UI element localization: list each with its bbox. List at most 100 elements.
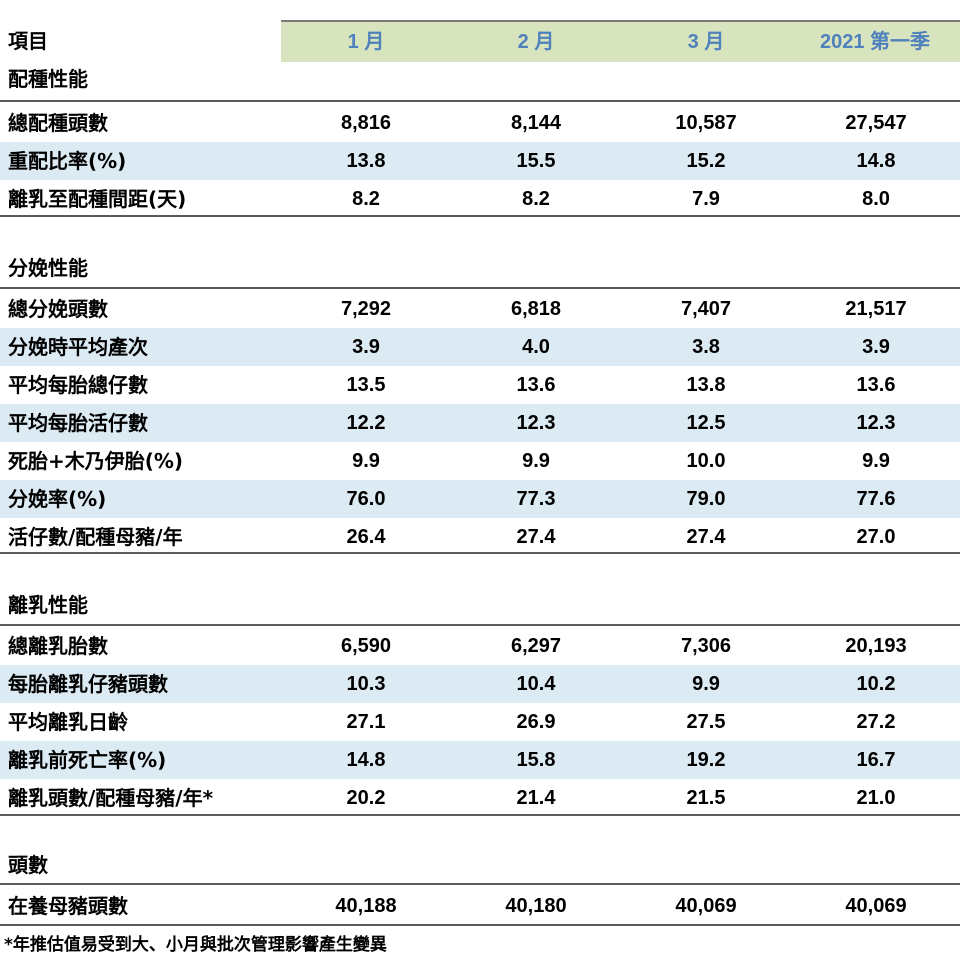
cell-value: 40,188 <box>335 895 397 917</box>
cell-value: 9.9 <box>522 450 550 472</box>
row-label: 總分娩頭數 <box>8 297 108 321</box>
cell-value: 13.6 <box>516 374 556 396</box>
divider <box>0 287 960 289</box>
cell-value: 8,816 <box>340 112 392 134</box>
row-label: 平均每胎活仔數 <box>8 411 148 435</box>
table-row: 分娩率(%) 76.0 77.3 79.0 77.6 <box>0 480 960 518</box>
cell-value: 13.8 <box>346 150 386 172</box>
table-row: 活仔數/配種母豬/年 26.4 27.4 27.4 27.0 <box>0 518 960 556</box>
cell-value: 19.2 <box>686 749 726 771</box>
cell-value: 6,297 <box>510 635 562 657</box>
cell-value: 8.2 <box>352 188 380 210</box>
row-label: 每胎離乳仔豬頭數 <box>8 672 168 696</box>
table-row: 平均每胎總仔數 13.5 13.6 13.8 13.6 <box>0 366 960 404</box>
cell-value: 10.2 <box>856 673 896 695</box>
row-label: 分娩時平均產次 <box>8 335 148 359</box>
row-label: 離乳頭數/配種母豬/年* <box>8 786 214 810</box>
cell-value: 6,590 <box>340 635 392 657</box>
cell-value: 79.0 <box>686 488 726 510</box>
cell-value: 27.5 <box>686 711 726 733</box>
cell-value: 20.2 <box>346 787 386 809</box>
table-row: 每胎離乳仔豬頭數 10.3 10.4 9.9 10.2 <box>0 665 960 703</box>
cell-value: 13.6 <box>856 374 896 396</box>
cell-value: 9.9 <box>692 673 720 695</box>
row-label: 分娩率(%) <box>8 487 107 511</box>
row-label: 離乳前死亡率(%) <box>8 748 167 772</box>
footnote: *年推估值易受到大、小月與批次管理影響產生變異 <box>4 935 387 955</box>
cell-value: 20,193 <box>845 635 907 657</box>
cell-value: 9.9 <box>352 450 380 472</box>
row-label: 平均離乳日齡 <box>8 710 128 734</box>
row-label: 重配比率(%) <box>8 149 127 173</box>
cell-value: 40,069 <box>845 895 907 917</box>
cell-value: 21.5 <box>686 787 726 809</box>
cell-value: 21.0 <box>856 787 896 809</box>
cell-value: 27.4 <box>686 526 726 548</box>
divider <box>0 100 960 102</box>
cell-value: 15.5 <box>516 150 556 172</box>
cell-value: 8,144 <box>510 112 562 134</box>
item-column-header: 項目 <box>8 29 48 53</box>
column-header-q1-2021: 2021 第一季 <box>819 31 931 53</box>
cell-value: 12.3 <box>516 412 556 434</box>
section-title-weaning: 離乳性能 <box>8 593 88 617</box>
cell-value: 12.5 <box>686 412 726 434</box>
section-title-breeding: 配種性能 <box>8 67 88 91</box>
cell-value: 77.6 <box>856 488 896 510</box>
table-row: 分娩時平均產次 3.9 4.0 3.8 3.9 <box>0 328 960 366</box>
cell-value: 26.9 <box>516 711 556 733</box>
cell-value: 13.5 <box>346 374 386 396</box>
cell-value: 21,517 <box>845 298 907 320</box>
cell-value: 7,292 <box>340 298 392 320</box>
row-label: 死胎+木乃伊胎(%) <box>8 449 184 473</box>
cell-value: 14.8 <box>346 749 386 771</box>
cell-value: 40,180 <box>505 895 567 917</box>
table-row: 離乳前死亡率(%) 14.8 15.8 19.2 16.7 <box>0 741 960 779</box>
cell-value: 27.2 <box>856 711 896 733</box>
cell-value: 4.0 <box>522 336 550 358</box>
section-title-farrowing: 分娩性能 <box>8 256 88 280</box>
cell-value: 8.2 <box>522 188 550 210</box>
table-row: 死胎+木乃伊胎(%) 9.9 9.9 10.0 9.9 <box>0 442 960 480</box>
cell-value: 3.8 <box>692 336 720 358</box>
divider <box>0 552 960 554</box>
cell-value: 15.2 <box>686 150 726 172</box>
row-label: 離乳至配種間距(天) <box>8 187 187 211</box>
row-label: 活仔數/配種母豬/年 <box>8 525 183 549</box>
cell-value: 27,547 <box>845 112 907 134</box>
table-row: 總離乳胎數 6,590 6,297 7,306 20,193 <box>0 627 960 665</box>
table-row: 離乳頭數/配種母豬/年* 20.2 21.4 21.5 21.0 <box>0 779 960 817</box>
divider <box>0 215 960 217</box>
divider <box>0 924 960 926</box>
cell-value: 9.9 <box>862 450 890 472</box>
cell-value: 10,587 <box>675 112 737 134</box>
cell-value: 6,818 <box>510 298 562 320</box>
row-label: 平均每胎總仔數 <box>8 373 148 397</box>
cell-value: 27.1 <box>346 711 386 733</box>
table-row: 重配比率(%) 13.8 15.5 15.2 14.8 <box>0 142 960 180</box>
cell-value: 76.0 <box>346 488 386 510</box>
cell-value: 7.9 <box>692 188 720 210</box>
row-label: 總離乳胎數 <box>8 634 108 658</box>
cell-value: 7,306 <box>680 635 732 657</box>
cell-value: 3.9 <box>862 336 890 358</box>
cell-value: 77.3 <box>516 488 556 510</box>
cell-value: 16.7 <box>856 749 896 771</box>
table-row: 離乳至配種間距(天) 8.2 8.2 7.9 8.0 <box>0 180 960 218</box>
cell-value: 27.4 <box>516 526 556 548</box>
divider <box>0 624 960 626</box>
table-row: 總分娩頭數 7,292 6,818 7,407 21,517 <box>0 290 960 328</box>
cell-value: 27.0 <box>856 526 896 548</box>
table-row: 平均離乳日齡 27.1 26.9 27.5 27.2 <box>0 703 960 741</box>
table-row: 在養母豬頭數 40,188 40,180 40,069 40,069 <box>0 887 960 925</box>
column-header-mar: 3 月 <box>687 31 725 53</box>
cell-value: 13.8 <box>686 374 726 396</box>
cell-value: 3.9 <box>352 336 380 358</box>
cell-value: 10.4 <box>516 673 556 695</box>
cell-value: 26.4 <box>346 526 386 548</box>
row-label: 總配種頭數 <box>8 111 108 135</box>
cell-value: 21.4 <box>516 787 556 809</box>
divider <box>0 883 960 885</box>
column-header-bar: 1 月 2 月 3 月 2021 第一季 <box>281 20 960 62</box>
cell-value: 14.8 <box>856 150 896 172</box>
